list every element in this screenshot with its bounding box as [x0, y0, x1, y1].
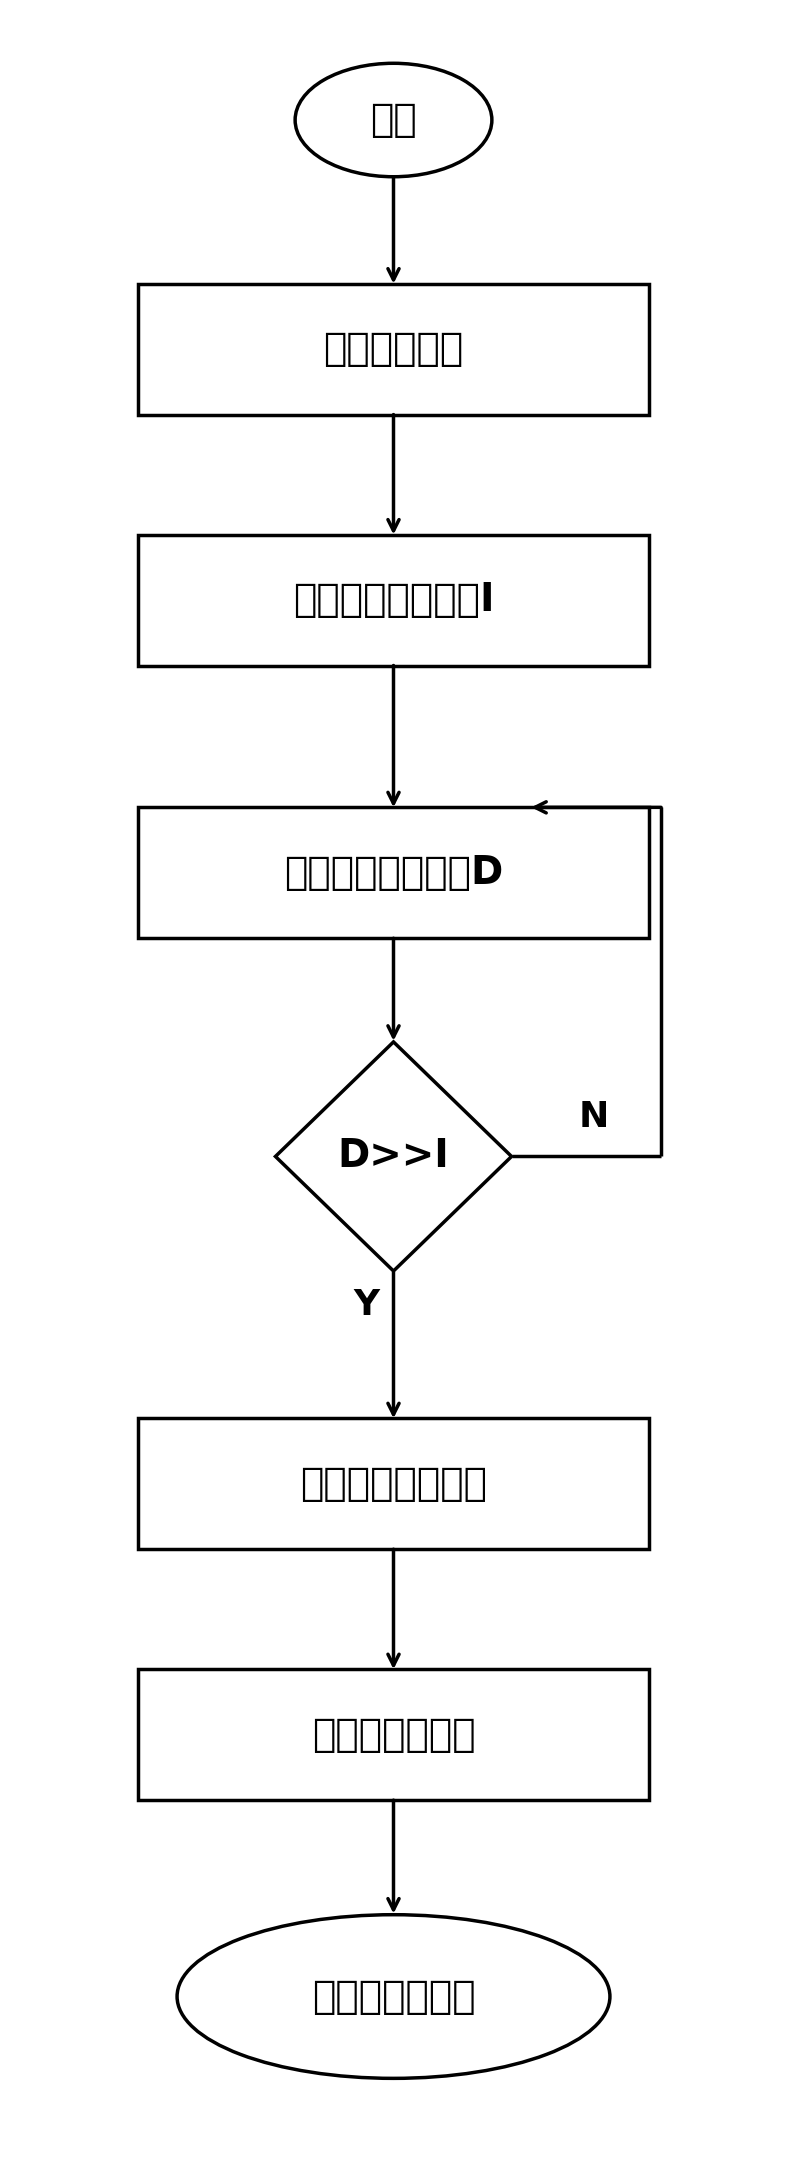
Ellipse shape — [177, 1916, 610, 2077]
Text: 开始: 开始 — [370, 100, 417, 140]
Text: 计算当前差値档位D: 计算当前差値档位D — [284, 853, 503, 892]
Bar — [138, 284, 649, 415]
Text: 确认故障时刻点: 确认故障时刻点 — [312, 1977, 475, 2016]
Text: Y: Y — [353, 1287, 379, 1322]
Text: 获取故障波形: 获取故障波形 — [323, 329, 464, 369]
Ellipse shape — [295, 63, 492, 177]
Text: 计算初始差値档位I: 计算初始差値档位I — [293, 580, 494, 620]
Text: N: N — [579, 1100, 609, 1135]
Bar — [138, 1418, 649, 1549]
Bar — [138, 807, 649, 938]
Text: 连续暂态突变判断: 连续暂态突变判断 — [300, 1464, 487, 1503]
Bar — [138, 1669, 649, 1800]
Polygon shape — [275, 1041, 512, 1270]
Bar — [138, 535, 649, 666]
Text: D>>I: D>>I — [338, 1137, 449, 1176]
Text: 疑似时刻点回调: 疑似时刻点回调 — [312, 1715, 475, 1754]
